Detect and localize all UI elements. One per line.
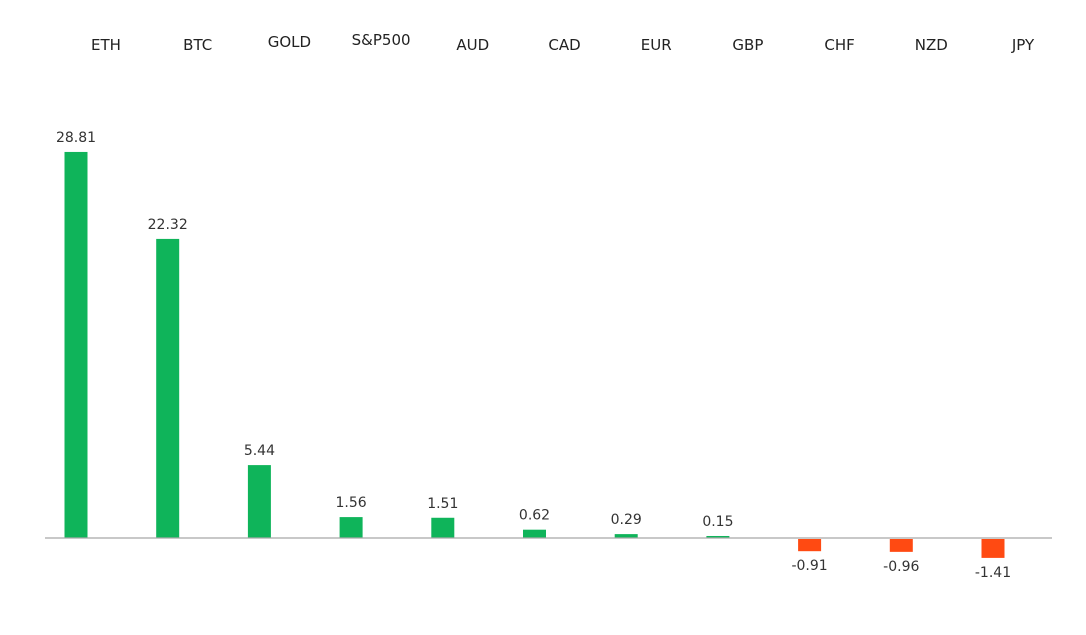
category-label-aud: AUD xyxy=(456,36,489,54)
bar-btc xyxy=(156,239,179,538)
bar-cad xyxy=(523,530,546,538)
value-label-nzd: -0.96 xyxy=(883,559,919,575)
category-labels: ETH BTC GOLD S&P500 AUD CAD EUR GBP CHF NZD JPY xyxy=(91,31,1035,54)
value-label-sandp500: 1.56 xyxy=(336,495,367,511)
bar-jpy xyxy=(982,539,1005,558)
value-label-eth: 28.81 xyxy=(56,130,96,146)
value-label-btc: 22.32 xyxy=(148,217,188,233)
category-label-nzd: NZD xyxy=(915,36,948,54)
value-label-chf: -0.91 xyxy=(791,558,827,574)
bar-eth xyxy=(65,152,88,538)
bar-nzd xyxy=(890,539,913,552)
value-label-gbp: 0.15 xyxy=(702,514,733,530)
bar-sandp500 xyxy=(340,517,363,538)
value-label-gold: 5.44 xyxy=(244,443,275,459)
category-label-chf: CHF xyxy=(824,36,854,54)
category-label-gold: GOLD xyxy=(268,33,311,51)
category-label-gbp: GBP xyxy=(732,36,763,54)
bar-chf xyxy=(798,539,821,551)
category-label-eur: EUR xyxy=(641,36,672,54)
value-label-jpy: -1.41 xyxy=(975,565,1011,581)
value-label-cad: 0.62 xyxy=(519,508,550,524)
category-label-jpy: JPY xyxy=(1011,36,1035,54)
category-label-btc: BTC xyxy=(183,36,212,54)
value-label-aud: 1.51 xyxy=(427,496,458,512)
bars-group xyxy=(65,152,1005,558)
value-labels: 28.81 22.32 5.44 1.56 1.51 0.62 0.29 0.15 -0.91 -… xyxy=(56,130,1011,581)
bar-aud xyxy=(431,518,454,538)
value-label-eur: 0.29 xyxy=(611,512,642,528)
category-label-cad: CAD xyxy=(548,36,580,54)
category-label-eth: ETH xyxy=(91,36,121,54)
category-label-sandp500: S&P500 xyxy=(352,31,411,49)
bar-gold xyxy=(248,465,271,538)
